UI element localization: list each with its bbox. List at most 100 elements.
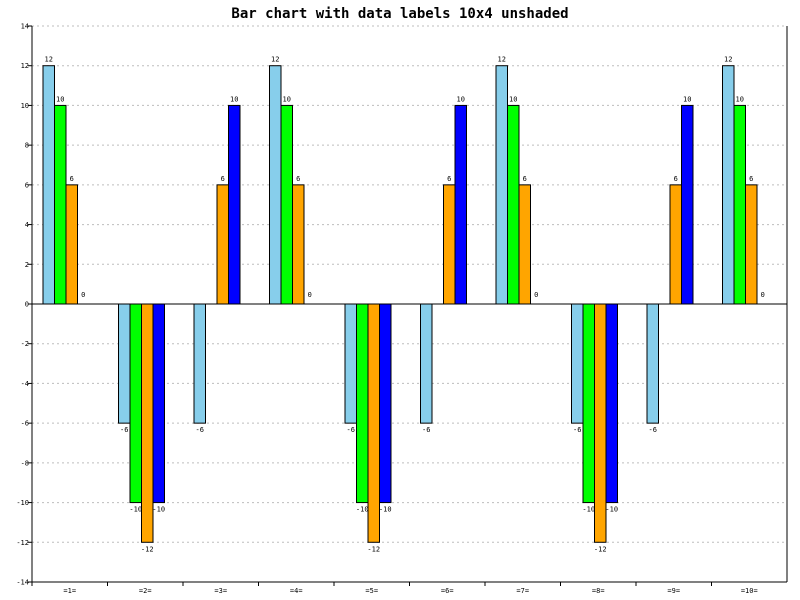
data-label: -10 (356, 506, 369, 514)
x-tick-label: =5= (365, 587, 378, 595)
data-label: 10 (457, 95, 465, 103)
bar (152, 303, 165, 504)
data-label: 12 (271, 56, 279, 64)
y-tick-label: -6 (21, 420, 29, 428)
data-label: -10 (582, 506, 595, 514)
bar (722, 65, 735, 305)
data-labels: 12 10 6 0 -6 -10 -12 -10 -6 6 10 12 10 6 0 -6 -10 -12 -10 -… (45, 56, 765, 554)
y-tick-label: 12 (21, 62, 29, 70)
data-label: -12 (594, 545, 607, 553)
bar (454, 104, 467, 305)
data-label: -6 (120, 426, 128, 434)
bar (193, 303, 206, 424)
data-label: 10 (736, 95, 744, 103)
axes (28, 25, 788, 586)
data-label: 6 (70, 175, 74, 183)
data-label: 12 (498, 56, 506, 64)
y-tick-label: 0 (25, 301, 29, 309)
y-tick-label: 10 (21, 102, 29, 110)
y-tick-label: 8 (25, 142, 29, 150)
bar (129, 303, 142, 504)
data-label: 10 (509, 95, 517, 103)
data-label: -10 (129, 506, 142, 514)
data-label: 10 (56, 95, 64, 103)
y-tick-label: 2 (25, 261, 29, 269)
y-tick-label: -12 (16, 539, 29, 547)
y-tick-label: -14 (16, 579, 29, 587)
bar (571, 303, 584, 424)
y-tick-label: 6 (25, 181, 29, 189)
y-tick-label: -2 (21, 340, 29, 348)
x-tick-labels: =1= =2= =3= =4= =5= =6= =7= =8= =9= =10= (63, 587, 757, 595)
bar (669, 184, 682, 305)
bar (681, 104, 694, 305)
bar (582, 303, 595, 504)
bar (646, 303, 659, 424)
data-label: -10 (379, 506, 392, 514)
bar (745, 184, 758, 305)
bar (594, 303, 607, 543)
bar (379, 303, 392, 504)
bar (292, 184, 305, 305)
x-tick-label: =8= (592, 587, 605, 595)
data-label: -6 (347, 426, 355, 434)
y-tick-label: -10 (16, 499, 29, 507)
data-label: -6 (196, 426, 204, 434)
x-tick-label: =3= (214, 587, 227, 595)
x-tick-label: =4= (290, 587, 303, 595)
data-label: -10 (152, 506, 165, 514)
x-tick-label: =10= (741, 587, 758, 595)
data-label: -6 (573, 426, 581, 434)
bar (518, 184, 531, 305)
data-label: 0 (308, 291, 312, 299)
bar (65, 184, 78, 305)
bar (269, 65, 282, 305)
bar (367, 303, 380, 543)
data-label: 0 (534, 291, 538, 299)
data-label: -12 (141, 545, 154, 553)
y-tick-label: 14 (21, 23, 29, 31)
bar (356, 303, 369, 504)
bar (733, 104, 746, 305)
x-tick-label: =1= (63, 587, 76, 595)
data-label: -12 (367, 545, 380, 553)
bar (216, 184, 229, 305)
bar (280, 104, 293, 305)
data-label: 6 (523, 175, 527, 183)
x-tick-label: =9= (667, 587, 680, 595)
bar (344, 303, 357, 424)
chart-title: Bar chart with data labels 10x4 unshaded (231, 6, 568, 22)
bar (141, 303, 154, 543)
data-label: 12 (45, 56, 53, 64)
bar (495, 65, 508, 305)
data-label: -6 (422, 426, 430, 434)
data-label: 10 (283, 95, 291, 103)
bar (605, 303, 618, 504)
y-tick-label: -8 (21, 459, 29, 467)
y-tick-label: 4 (25, 221, 29, 229)
bar (507, 104, 520, 305)
bar (228, 104, 241, 305)
data-label: -6 (649, 426, 657, 434)
data-label: 6 (674, 175, 678, 183)
bar (420, 303, 433, 424)
data-label: 0 (761, 291, 765, 299)
y-tick-labels: -14 -12 -10 -8 -6 -4 -2 0 2 4 6 8 10 12 14 (16, 23, 29, 587)
data-label: 10 (683, 95, 691, 103)
bar (42, 65, 55, 305)
data-label: 6 (447, 175, 451, 183)
bar (118, 303, 131, 424)
x-tick-label: =6= (441, 587, 454, 595)
data-label: -10 (605, 506, 618, 514)
y-tick-label: -4 (21, 380, 29, 388)
data-label: 6 (296, 175, 300, 183)
data-label: 6 (749, 175, 753, 183)
data-label: 12 (724, 56, 732, 64)
x-tick-label: =2= (139, 587, 152, 595)
data-label: 10 (230, 95, 238, 103)
bar (54, 104, 67, 305)
x-tick-label: =7= (516, 587, 529, 595)
data-label: 6 (221, 175, 225, 183)
bar (443, 184, 456, 305)
